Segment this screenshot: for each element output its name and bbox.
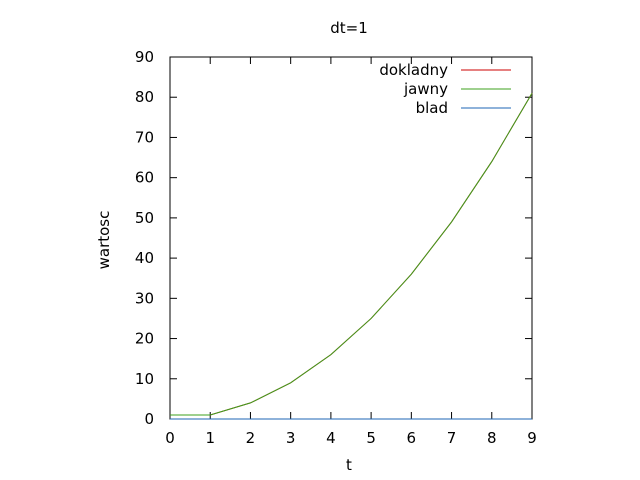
y-tick-label: 30: [135, 289, 154, 307]
x-tick-label: 3: [286, 429, 296, 447]
chart-title: dt=1: [330, 19, 368, 37]
y-tick-label: 90: [135, 48, 154, 66]
x-tick-label: 6: [407, 429, 417, 447]
y-tick-label: 50: [135, 209, 154, 227]
x-axis-label: t: [346, 456, 352, 474]
y-tick-label: 40: [135, 249, 154, 267]
plot-area: [170, 92, 533, 420]
x-tick-label: 0: [165, 429, 175, 447]
series-line-jawny: [170, 92, 533, 416]
x-tick-label: 8: [487, 429, 497, 447]
y-axis-label: wartosc: [95, 211, 113, 270]
x-tick-label: 9: [527, 429, 537, 447]
y-tick-label: 70: [135, 128, 154, 146]
x-tick-label: 7: [447, 429, 457, 447]
x-tick-label: 4: [326, 429, 336, 447]
y-tick-label: 80: [135, 88, 154, 106]
y-tick-label: 10: [135, 370, 154, 388]
y-tick-label: 60: [135, 169, 154, 187]
x-tick-label: 2: [246, 429, 256, 447]
legend-label-jawny: jawny: [403, 80, 448, 98]
y-tick-label: 0: [144, 410, 154, 428]
legend-label-dokladny: dokladny: [379, 61, 448, 79]
series-line-dokladny: [170, 92, 533, 416]
x-tick-label: 1: [205, 429, 215, 447]
x-axis: 0 1 2 3 4 5 6 7 8 9: [165, 57, 537, 447]
y-tick-label: 20: [135, 330, 154, 348]
x-tick-label: 5: [366, 429, 376, 447]
y-axis: 0 10 20 30 40 50 60 70 80 90: [135, 48, 532, 428]
legend-label-blad: blad: [416, 99, 448, 117]
plot-frame: [169, 56, 533, 420]
